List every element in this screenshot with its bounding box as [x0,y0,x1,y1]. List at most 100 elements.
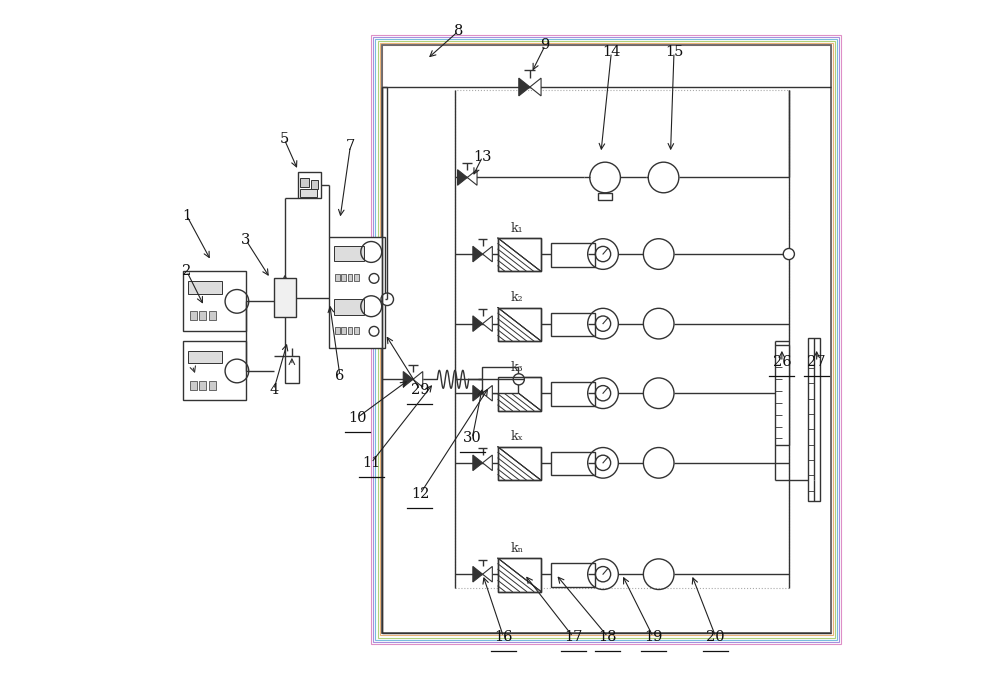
Circle shape [381,293,394,306]
Text: 27: 27 [807,355,826,369]
Bar [329,237,385,348]
Bar [551,313,595,336]
Bar [371,35,841,644]
Text: 17: 17 [564,630,582,644]
Bar [300,189,317,197]
Polygon shape [413,372,423,387]
Bar [373,37,839,642]
Bar [498,447,541,480]
Bar [551,563,595,587]
Bar [335,327,340,334]
Text: kₙ: kₙ [510,541,524,555]
Bar [348,274,352,281]
Polygon shape [530,78,541,96]
Text: 10: 10 [348,411,367,425]
Text: 19: 19 [644,630,662,644]
Bar [188,351,222,363]
Polygon shape [483,386,492,401]
Polygon shape [483,316,492,331]
Bar [498,308,541,341]
Bar [382,45,831,633]
Polygon shape [473,246,483,262]
Bar [498,377,541,411]
Text: 8: 8 [454,24,463,38]
Bar [808,338,820,501]
Text: k₁: k₁ [510,221,523,235]
Bar [382,45,831,633]
Polygon shape [483,246,492,262]
Bar [311,180,318,189]
Text: 4: 4 [269,383,278,397]
Text: k₂: k₂ [510,291,523,304]
Bar [498,558,541,592]
Bar [598,193,612,200]
Polygon shape [403,372,413,387]
Text: 12: 12 [411,487,429,501]
Polygon shape [483,567,492,582]
Bar [380,43,833,635]
Bar [498,447,541,480]
Text: 20: 20 [706,630,725,644]
Bar [298,172,321,198]
Bar [274,278,296,317]
Polygon shape [483,455,492,470]
Text: 13: 13 [473,150,492,164]
Bar [341,274,346,281]
Bar [551,243,595,267]
Text: 14: 14 [602,45,621,59]
Bar [209,381,216,390]
Bar [285,356,299,383]
Bar [334,246,364,261]
Text: 26: 26 [773,355,791,369]
Bar [300,178,309,187]
Text: 30: 30 [463,432,482,445]
Bar [199,311,206,320]
Text: 18: 18 [599,630,617,644]
Text: 29: 29 [411,383,429,397]
Text: 3: 3 [241,233,251,247]
Text: 2: 2 [182,264,191,278]
Bar [188,281,222,294]
Bar [378,41,835,638]
Polygon shape [519,78,530,96]
Bar [375,39,837,640]
Circle shape [783,248,794,260]
Polygon shape [473,567,483,582]
Bar [209,311,216,320]
Text: 5: 5 [280,132,289,146]
Bar [455,90,789,588]
Bar [183,271,246,331]
Polygon shape [467,170,477,185]
Bar [498,308,541,341]
Text: 16: 16 [494,630,513,644]
Bar [354,274,359,281]
Text: 1: 1 [182,209,191,223]
Polygon shape [473,455,483,470]
Text: 15: 15 [665,45,683,59]
Bar [335,274,340,281]
Circle shape [513,374,524,385]
Bar [551,382,595,406]
Bar [190,381,197,390]
Bar [341,327,346,334]
Text: 6: 6 [335,369,345,383]
Bar [498,238,541,271]
Text: 9: 9 [541,38,550,52]
Bar [482,367,518,393]
Bar [551,452,595,475]
Text: k₃: k₃ [510,361,523,374]
Bar [775,345,789,445]
Polygon shape [473,386,483,401]
Text: 11: 11 [362,456,380,470]
Polygon shape [473,316,483,331]
Bar [190,311,197,320]
Bar [334,299,364,315]
Bar [498,238,541,271]
Text: kₓ: kₓ [510,430,523,443]
Bar [199,381,206,390]
Bar [348,327,352,334]
Bar [498,558,541,592]
Bar [498,377,541,411]
Bar [183,341,246,400]
Text: 7: 7 [346,139,355,153]
